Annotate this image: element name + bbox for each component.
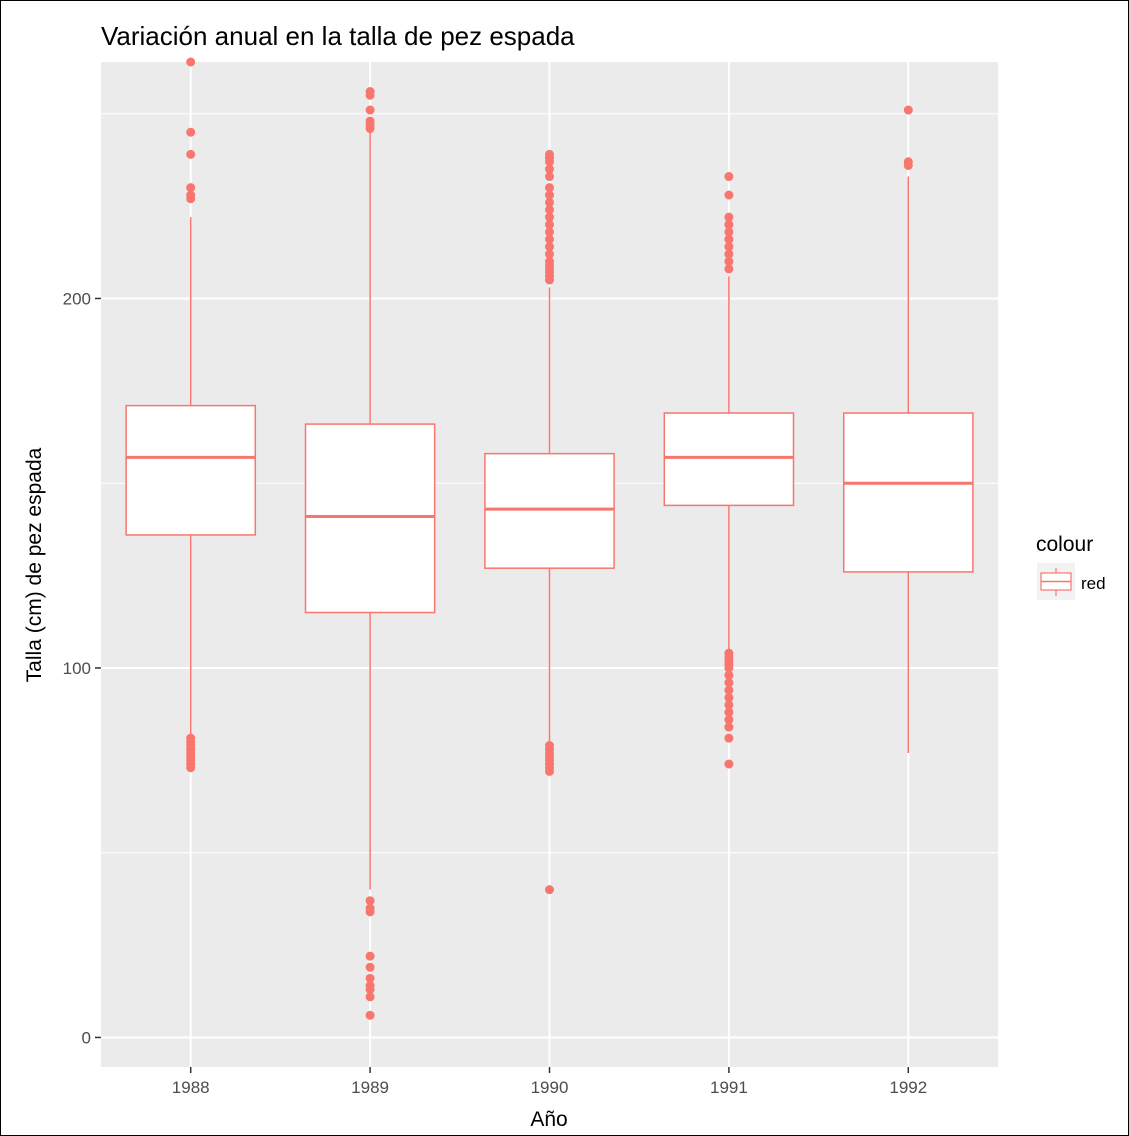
outlier-point	[904, 157, 913, 166]
x-tick-label: 1992	[889, 1078, 927, 1097]
box-iqr	[664, 413, 793, 505]
outlier-point	[186, 183, 195, 192]
box-iqr	[126, 406, 255, 535]
x-tick-label: 1990	[531, 1078, 569, 1097]
outlier-point	[186, 58, 195, 67]
x-axis: 1988 1989 1990 1991 1992	[172, 1067, 927, 1097]
box-iqr	[844, 413, 973, 572]
outlier-point	[724, 191, 733, 200]
y-tick-label: 100	[63, 659, 91, 678]
chart-title: Variación anual en la talla de pez espad…	[101, 21, 575, 51]
x-axis-label: Año	[530, 1108, 567, 1131]
outlier-point	[186, 734, 195, 743]
box-iqr	[306, 424, 435, 612]
outlier-point	[186, 128, 195, 137]
outlier-point	[366, 963, 375, 972]
outlier-point	[724, 649, 733, 658]
legend: colour red	[1036, 533, 1106, 600]
x-tick-label: 1989	[351, 1078, 389, 1097]
legend-label-red: red	[1081, 574, 1106, 593]
x-tick-label: 1991	[710, 1078, 748, 1097]
y-axis-label: Talla (cm) de pez espada	[23, 447, 46, 682]
x-tick-label: 1988	[172, 1078, 210, 1097]
outlier-point	[366, 896, 375, 905]
outlier-point	[724, 734, 733, 743]
outlier-point	[545, 183, 554, 192]
outlier-point	[904, 106, 913, 115]
y-axis: 0 100 200	[63, 289, 101, 1047]
outlier-point	[545, 741, 554, 750]
outlier-point	[366, 117, 375, 126]
outlier-point	[186, 150, 195, 159]
outlier-point	[545, 150, 554, 159]
y-tick-label: 0	[82, 1028, 91, 1047]
outlier-point	[366, 87, 375, 96]
y-tick-label: 200	[63, 289, 91, 308]
outlier-point	[545, 885, 554, 894]
outlier-point	[366, 974, 375, 983]
outlier-point	[366, 952, 375, 961]
outlier-point	[366, 106, 375, 115]
outlier-point	[724, 172, 733, 181]
outlier-point	[366, 1011, 375, 1020]
box-iqr	[485, 454, 614, 569]
outlier-point	[724, 213, 733, 222]
outlier-point	[724, 760, 733, 769]
legend-title: colour	[1036, 533, 1093, 556]
